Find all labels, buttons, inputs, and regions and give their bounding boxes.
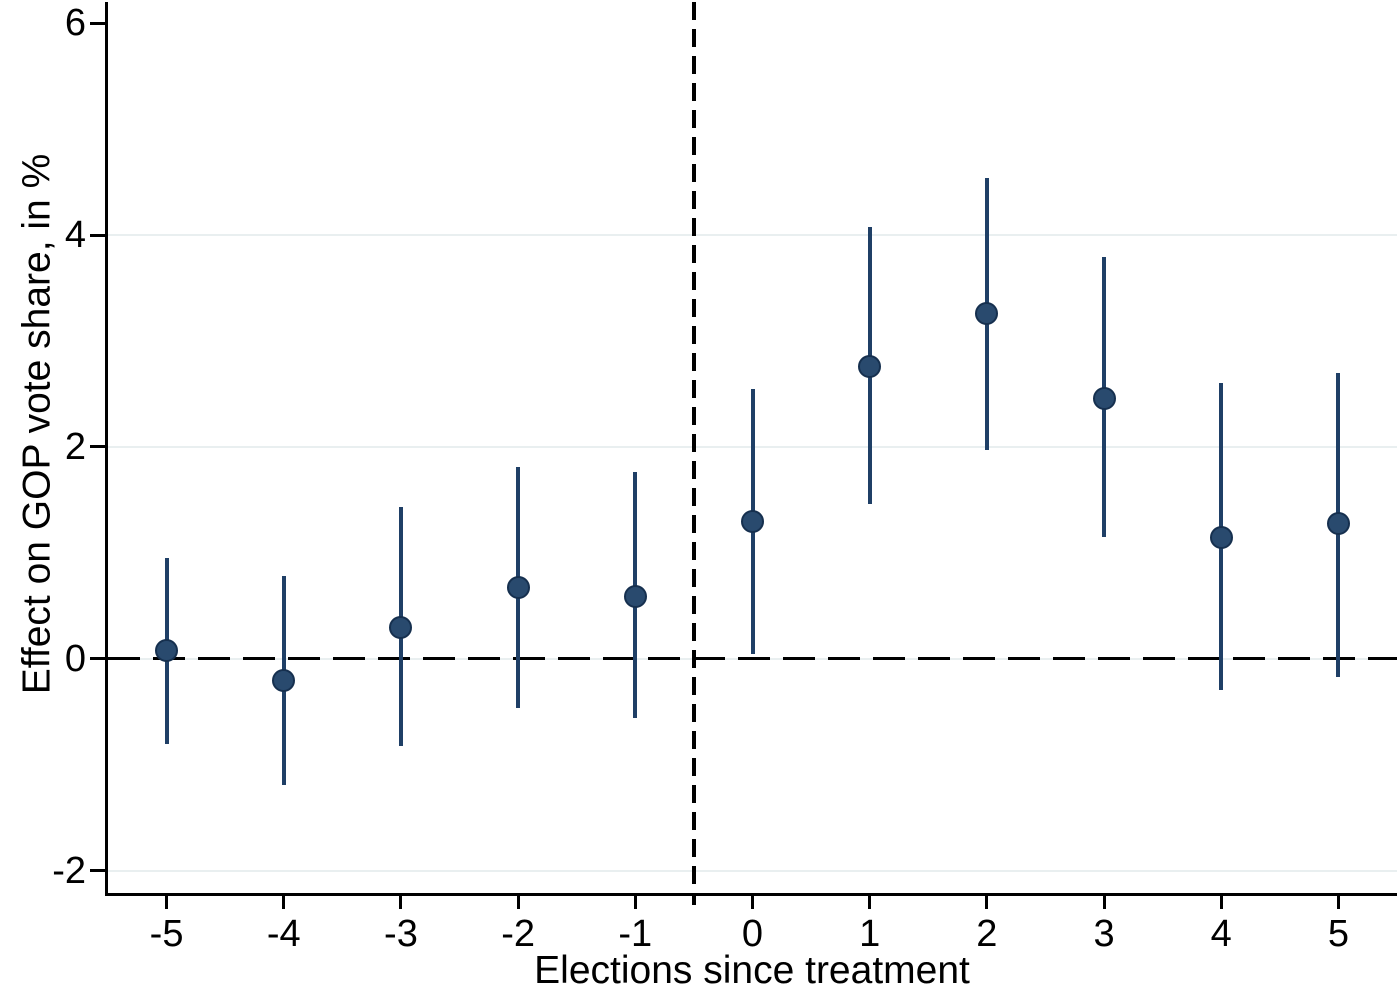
x-axis-tick — [1102, 896, 1106, 909]
y-axis-tick — [90, 21, 105, 25]
x-tick-label: -5 — [149, 913, 184, 955]
x-axis-tick — [868, 896, 872, 909]
point-estimate-marker — [155, 638, 179, 662]
x-tick-label: 1 — [859, 913, 881, 955]
point-estimate-marker — [1326, 511, 1350, 535]
point-estimate-marker — [272, 668, 296, 692]
x-axis-tick — [399, 896, 403, 909]
point-estimate-marker — [1092, 386, 1116, 410]
x-tick-label: -2 — [501, 913, 536, 955]
x-tick-label: 2 — [976, 913, 998, 955]
point-estimate-marker — [975, 301, 999, 325]
x-tick-label: 0 — [741, 913, 764, 955]
zero-reference-line — [108, 657, 1397, 661]
x-axis-tick — [985, 896, 989, 909]
point-estimate-marker — [506, 576, 530, 600]
x-tick-label: 4 — [1210, 913, 1232, 955]
y-axis-tick — [90, 869, 105, 873]
x-tick-label: -4 — [266, 913, 301, 955]
point-estimate-marker — [389, 615, 413, 639]
x-axis-tick — [633, 896, 637, 909]
y-tick-label: 0 — [64, 637, 86, 680]
y-axis-line — [105, 2, 108, 896]
x-axis-tick — [165, 896, 169, 909]
y-tick-label: 6 — [64, 2, 86, 45]
x-axis-tick — [751, 896, 754, 909]
y-gridline — [108, 869, 1397, 872]
y-tick-label: 4 — [64, 214, 86, 257]
y-axis-tick — [90, 233, 105, 237]
x-tick-label: 3 — [1093, 913, 1115, 955]
point-estimate-marker — [741, 509, 764, 533]
point-estimate-marker — [623, 584, 647, 608]
x-axis-tick — [516, 896, 520, 909]
treatment-reference-line — [691, 2, 696, 905]
x-tick-label: -1 — [618, 913, 653, 955]
x-axis-tick — [282, 896, 286, 909]
x-tick-label: 5 — [1327, 913, 1349, 955]
x-tick-label: -3 — [384, 913, 418, 955]
x-axis-line — [105, 893, 1397, 896]
point-estimate-marker — [858, 354, 882, 378]
y-tick-label: -2 — [52, 849, 86, 892]
x-axis-tick — [1336, 896, 1340, 909]
x-axis-title: Elections since treatment — [534, 949, 970, 989]
y-axis-tick — [90, 657, 105, 661]
y-axis-tick — [90, 445, 105, 449]
point-estimate-marker — [1209, 525, 1233, 549]
y-tick-label: 2 — [64, 425, 86, 468]
x-axis-tick — [1219, 896, 1223, 909]
y-gridline — [108, 234, 1397, 237]
